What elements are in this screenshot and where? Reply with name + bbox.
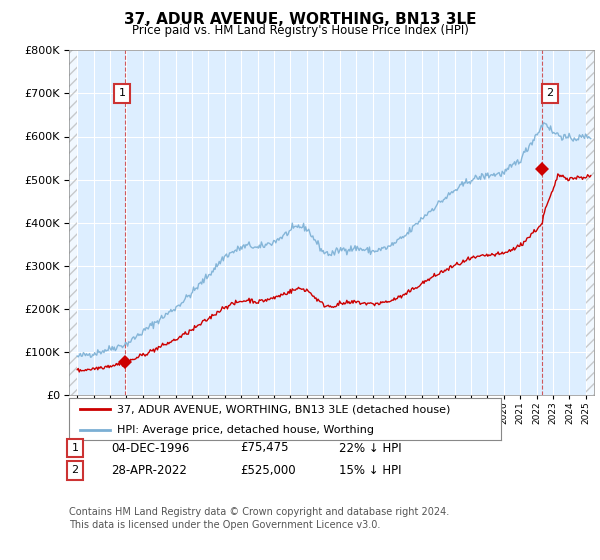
Text: 1: 1 [71, 443, 79, 453]
Text: 22% ↓ HPI: 22% ↓ HPI [339, 441, 401, 455]
Text: 2: 2 [547, 88, 554, 99]
Text: £525,000: £525,000 [240, 464, 296, 477]
Text: 2: 2 [71, 465, 79, 475]
Text: 1: 1 [118, 88, 125, 99]
Text: 37, ADUR AVENUE, WORTHING, BN13 3LE (detached house): 37, ADUR AVENUE, WORTHING, BN13 3LE (det… [116, 404, 450, 414]
Bar [69, 50, 77, 395]
Text: HPI: Average price, detached house, Worthing: HPI: Average price, detached house, Wort… [116, 426, 374, 435]
Text: Contains HM Land Registry data © Crown copyright and database right 2024.
This d: Contains HM Land Registry data © Crown c… [69, 507, 449, 530]
Text: £75,475: £75,475 [240, 441, 289, 455]
Text: 37, ADUR AVENUE, WORTHING, BN13 3LE: 37, ADUR AVENUE, WORTHING, BN13 3LE [124, 12, 476, 27]
Bar [586, 50, 594, 395]
Text: 04-DEC-1996: 04-DEC-1996 [111, 441, 190, 455]
Text: 28-APR-2022: 28-APR-2022 [111, 464, 187, 477]
Text: Price paid vs. HM Land Registry's House Price Index (HPI): Price paid vs. HM Land Registry's House … [131, 24, 469, 37]
Text: 15% ↓ HPI: 15% ↓ HPI [339, 464, 401, 477]
